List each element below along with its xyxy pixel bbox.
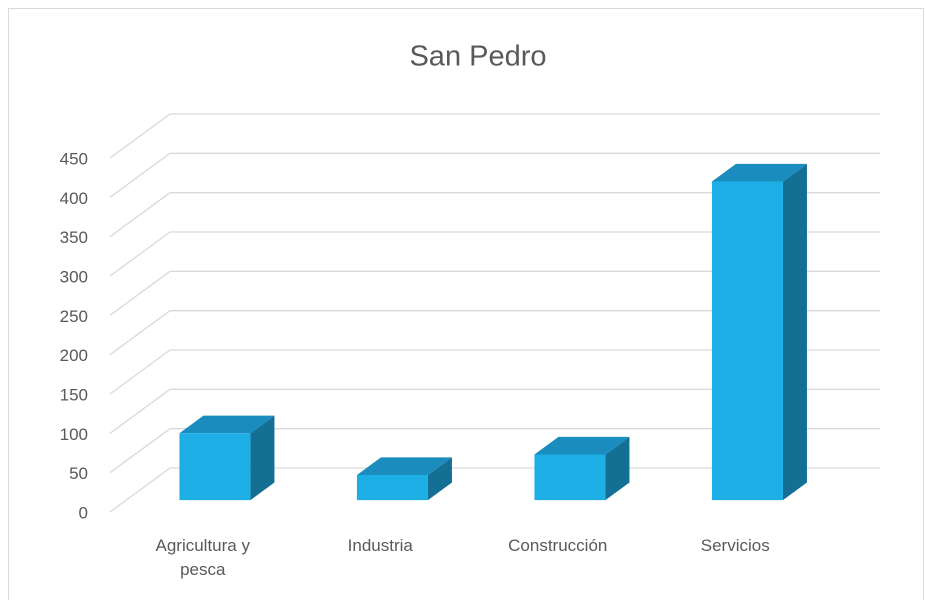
grid-line (109, 270, 880, 316)
bar (534, 454, 606, 501)
x-tick-label: Construcción (508, 536, 608, 555)
y-tick-label: 350 (60, 228, 88, 247)
y-tick-label: 400 (60, 189, 88, 208)
bar-side (250, 415, 275, 501)
x-tick-label: Servicios (700, 536, 770, 555)
grid-line (109, 349, 880, 395)
bar-top (356, 457, 452, 475)
x-tick-label: Industria (347, 536, 413, 555)
y-tick-label: 150 (60, 385, 88, 404)
bar-side (782, 163, 807, 501)
x-tick-label: Agricultura y pesca (155, 536, 250, 579)
grid-line (109, 388, 880, 434)
bar-side (605, 436, 630, 501)
grid-line (109, 113, 880, 159)
y-tick-label: 200 (60, 346, 88, 365)
y-tick-label: 100 (60, 425, 88, 444)
bar (179, 433, 251, 501)
y-tick-label: 0 (79, 503, 88, 522)
grid-line (109, 467, 880, 513)
bar (356, 474, 428, 501)
grid-line (109, 231, 880, 277)
y-tick-label: 450 (60, 149, 88, 168)
bar-side (427, 457, 452, 501)
y-tick-label: 300 (60, 267, 88, 286)
grid-line (109, 428, 880, 474)
bar (711, 181, 783, 501)
bar-top (179, 415, 275, 434)
grid-line (109, 192, 880, 238)
grid-line (109, 152, 880, 198)
chart-title: San Pedro (409, 41, 546, 73)
bar-top (534, 436, 630, 455)
y-tick-label: 50 (69, 464, 88, 483)
y-tick-label: 250 (60, 307, 88, 326)
grid-line (109, 310, 880, 356)
bar-top (711, 163, 807, 182)
